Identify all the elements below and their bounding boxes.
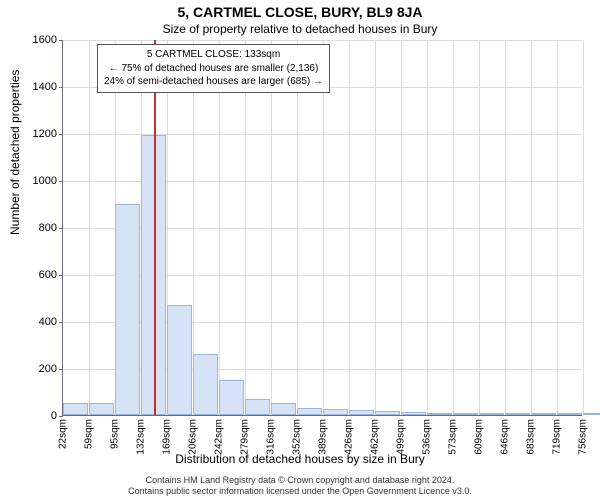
gridline bbox=[349, 40, 350, 415]
x-tick-label: 462sqm bbox=[370, 415, 381, 455]
x-tick-label: 609sqm bbox=[474, 415, 485, 455]
chart-plot-area: 0200400600800100012001400160022sqm59sqm9… bbox=[62, 40, 582, 416]
x-tick-label: 316sqm bbox=[266, 415, 277, 455]
x-tick-label: 426sqm bbox=[344, 415, 355, 455]
gridline bbox=[323, 40, 324, 415]
x-tick-label: 206sqm bbox=[188, 415, 199, 455]
footer-line: Contains public sector information licen… bbox=[0, 486, 600, 498]
gridline bbox=[531, 40, 532, 415]
gridline bbox=[219, 40, 220, 415]
gridline bbox=[89, 40, 90, 415]
property-marker-line bbox=[154, 40, 156, 415]
annotation-line: 5 CARTMEL CLOSE: 133sqm bbox=[104, 48, 323, 62]
gridline bbox=[453, 40, 454, 415]
footer-attribution: Contains HM Land Registry data © Crown c… bbox=[0, 475, 600, 498]
gridline bbox=[583, 40, 584, 415]
x-tick-label: 683sqm bbox=[526, 415, 537, 455]
x-tick-label: 719sqm bbox=[552, 415, 563, 455]
x-tick-label: 499sqm bbox=[396, 415, 407, 455]
histogram-bar bbox=[89, 403, 114, 415]
histogram-bar bbox=[479, 413, 504, 415]
histogram-bar bbox=[219, 380, 244, 415]
gridline bbox=[297, 40, 298, 415]
histogram-bar bbox=[297, 408, 322, 415]
y-tick-label: 1200 bbox=[33, 128, 63, 140]
x-tick-label: 646sqm bbox=[500, 415, 511, 455]
page-title: 5, CARTMEL CLOSE, BURY, BL9 8JA bbox=[0, 4, 600, 20]
x-tick-label: 59sqm bbox=[84, 415, 95, 449]
annotation-line: ← 75% of detached houses are smaller (2,… bbox=[104, 62, 323, 76]
histogram-bar bbox=[583, 413, 600, 415]
y-tick-label: 1000 bbox=[33, 175, 63, 187]
gridline bbox=[557, 40, 558, 415]
x-tick-label: 536sqm bbox=[422, 415, 433, 455]
x-tick-label: 22sqm bbox=[58, 415, 69, 449]
histogram-bar bbox=[375, 411, 400, 415]
y-tick-label: 400 bbox=[39, 316, 63, 328]
x-tick-label: 279sqm bbox=[240, 415, 251, 455]
x-tick-label: 169sqm bbox=[162, 415, 173, 455]
histogram-bar bbox=[349, 410, 374, 415]
x-tick-label: 132sqm bbox=[136, 415, 147, 455]
histogram-bar bbox=[505, 413, 530, 415]
gridline bbox=[427, 40, 428, 415]
y-axis-label: Number of detached properties bbox=[8, 70, 22, 235]
x-tick-label: 242sqm bbox=[214, 415, 225, 455]
histogram-bar bbox=[401, 412, 426, 415]
x-axis-label: Distribution of detached houses by size … bbox=[0, 452, 600, 466]
gridline bbox=[271, 40, 272, 415]
histogram-bar bbox=[193, 354, 218, 415]
gridline bbox=[505, 40, 506, 415]
histogram-bar bbox=[245, 399, 270, 415]
histogram-bar bbox=[557, 413, 582, 415]
histogram-bar bbox=[115, 204, 140, 416]
annotation-box: 5 CARTMEL CLOSE: 133sqm← 75% of detached… bbox=[97, 44, 330, 93]
y-tick-label: 1400 bbox=[33, 81, 63, 93]
footer-line: Contains HM Land Registry data © Crown c… bbox=[0, 475, 600, 487]
chart-subtitle: Size of property relative to detached ho… bbox=[0, 22, 600, 36]
y-tick-label: 1600 bbox=[33, 34, 63, 46]
annotation-line: 24% of semi-detached houses are larger (… bbox=[104, 75, 323, 89]
x-tick-label: 95sqm bbox=[110, 415, 121, 449]
x-tick-label: 573sqm bbox=[448, 415, 459, 455]
x-tick-label: 352sqm bbox=[292, 415, 303, 455]
histogram-bar bbox=[453, 413, 478, 415]
histogram-bar bbox=[531, 413, 556, 415]
x-tick-label: 756sqm bbox=[578, 415, 589, 455]
histogram-bar bbox=[323, 409, 348, 415]
y-tick-label: 800 bbox=[39, 222, 63, 234]
y-tick-label: 600 bbox=[39, 269, 63, 281]
histogram-bar bbox=[167, 305, 192, 415]
x-tick-label: 389sqm bbox=[318, 415, 329, 455]
gridline bbox=[401, 40, 402, 415]
histogram-bar bbox=[271, 403, 296, 415]
gridline bbox=[245, 40, 246, 415]
histogram-bar bbox=[63, 403, 88, 415]
gridline bbox=[375, 40, 376, 415]
y-tick-label: 200 bbox=[39, 363, 63, 375]
gridline bbox=[479, 40, 480, 415]
histogram-bar bbox=[427, 413, 452, 415]
